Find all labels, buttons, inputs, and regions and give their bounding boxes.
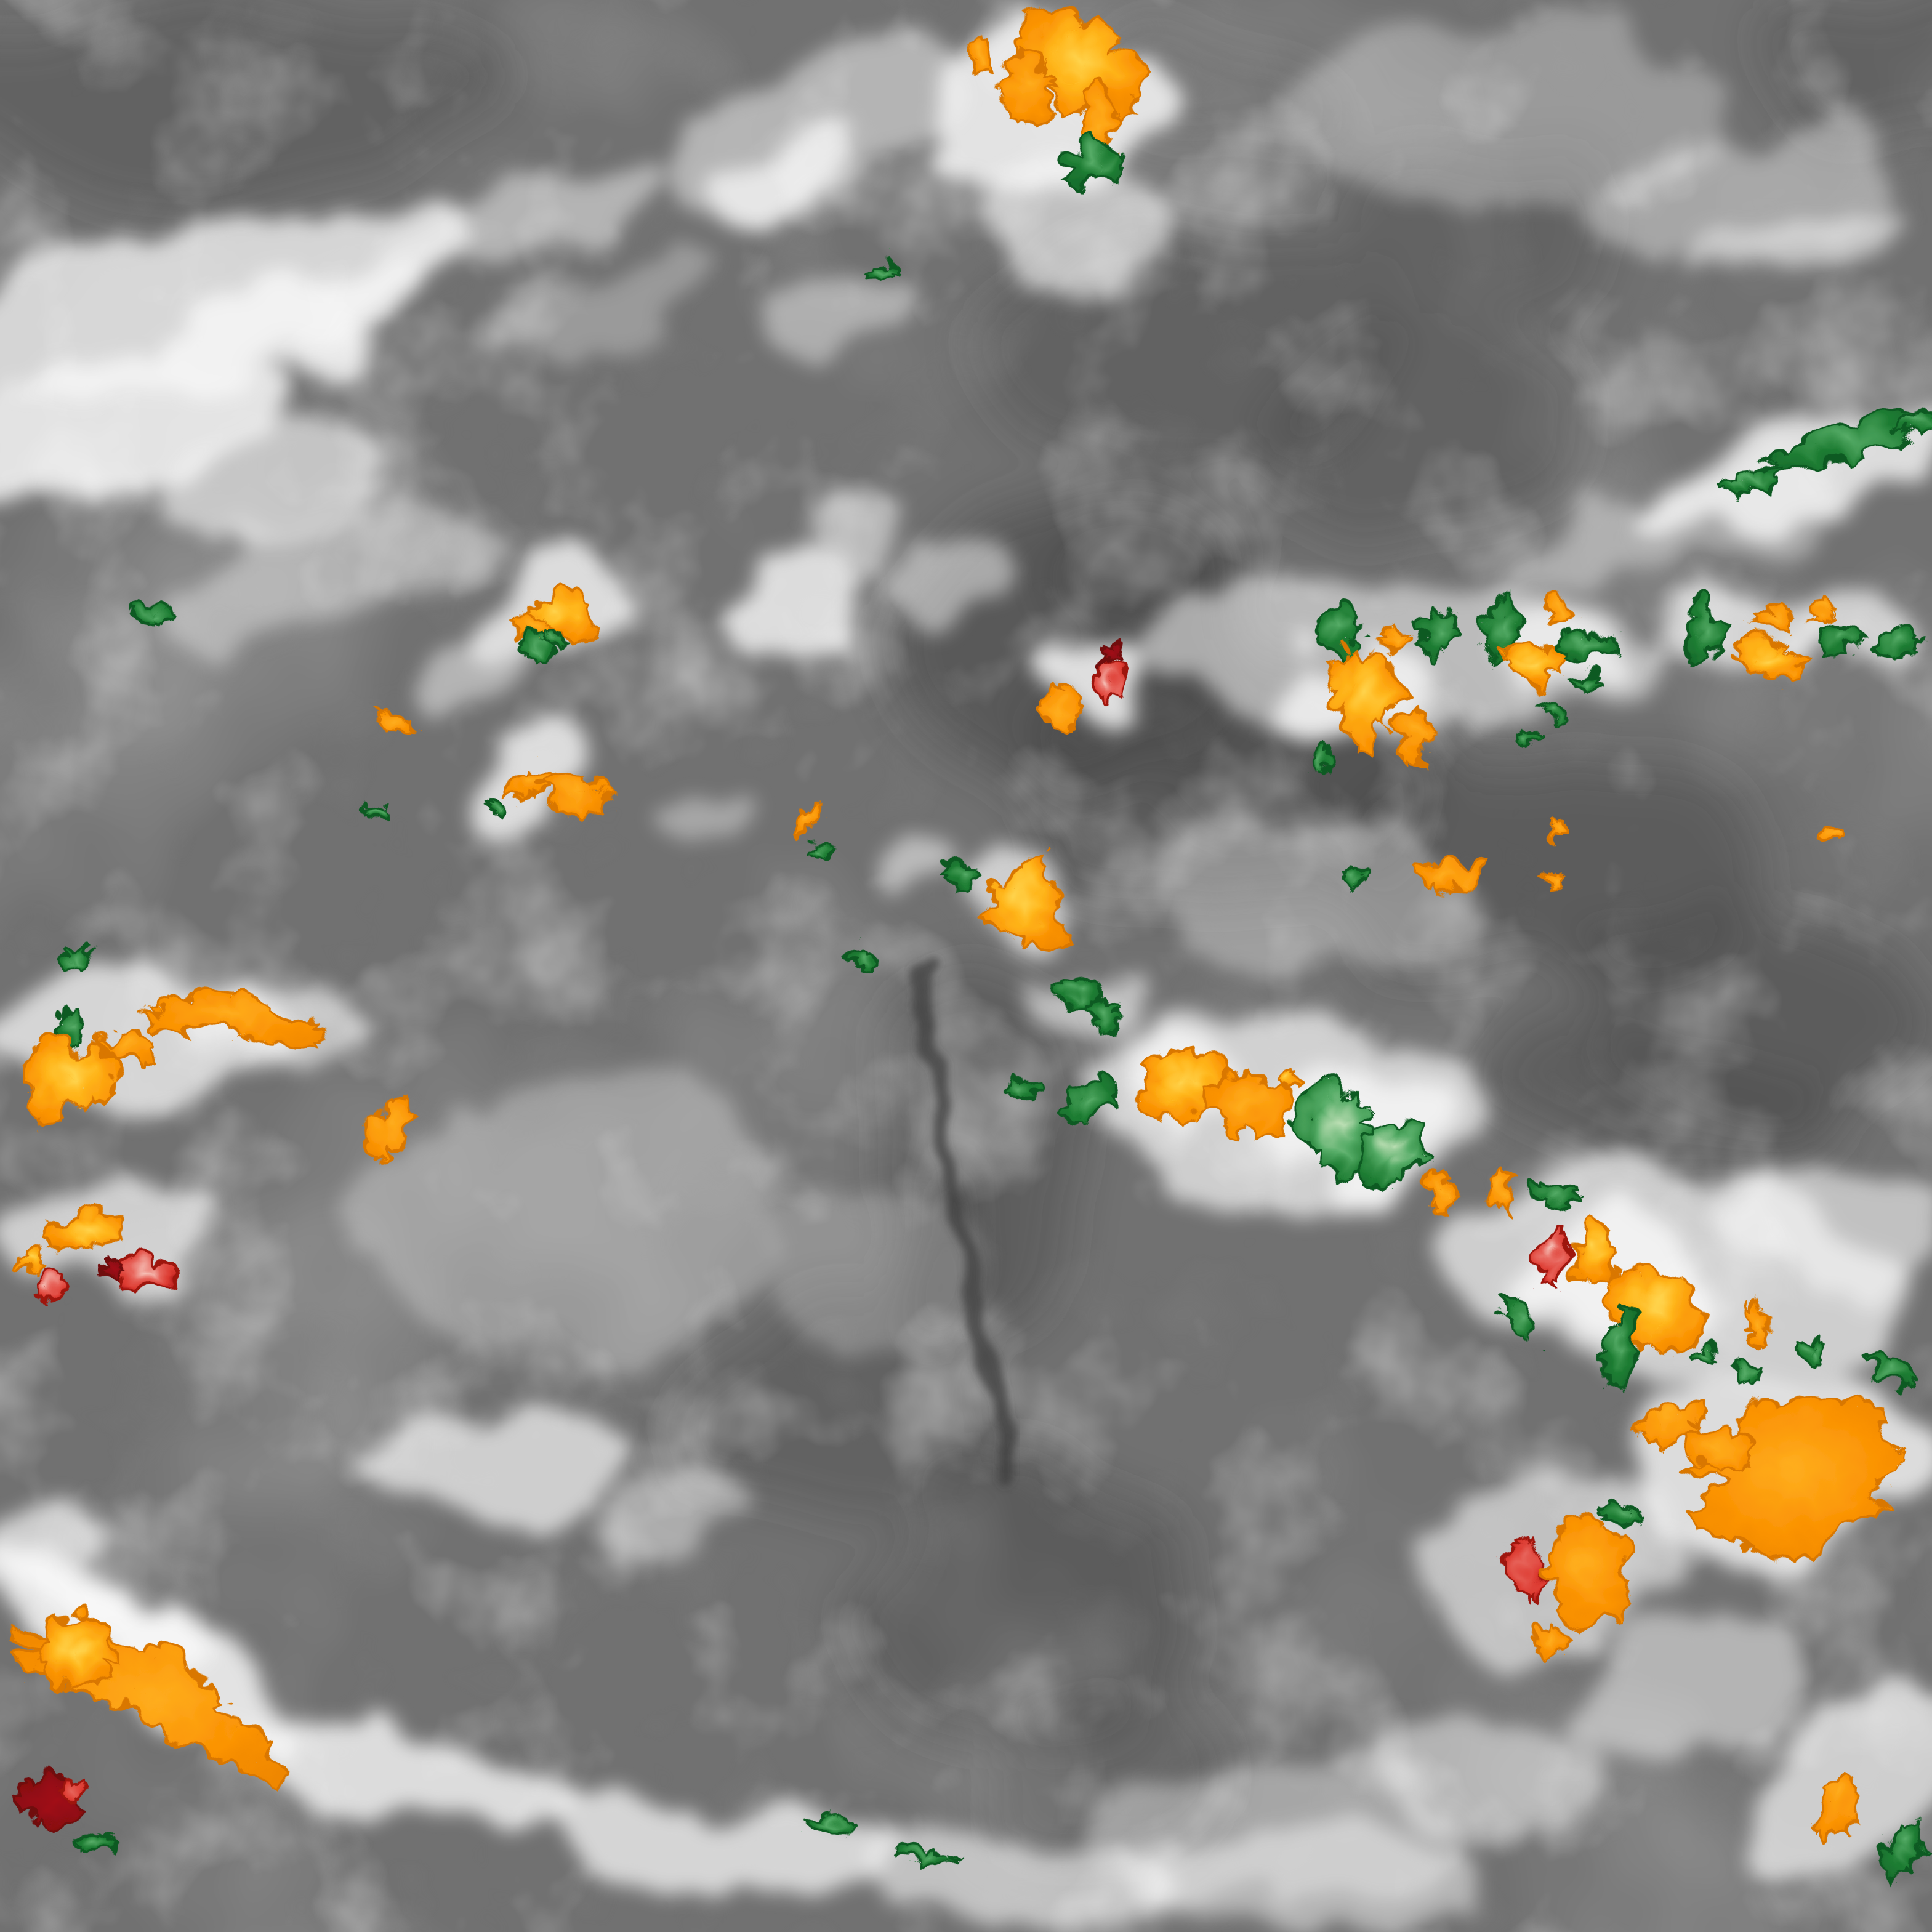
convection-cell-green [478,790,497,805]
satellite-image-canvas [0,0,1932,1932]
convection-cell-orange [959,35,989,66]
convection-cell-orange-hot [29,1608,111,1681]
cloud-noise-fine [0,0,1932,1932]
satellite-image [0,0,1932,1932]
